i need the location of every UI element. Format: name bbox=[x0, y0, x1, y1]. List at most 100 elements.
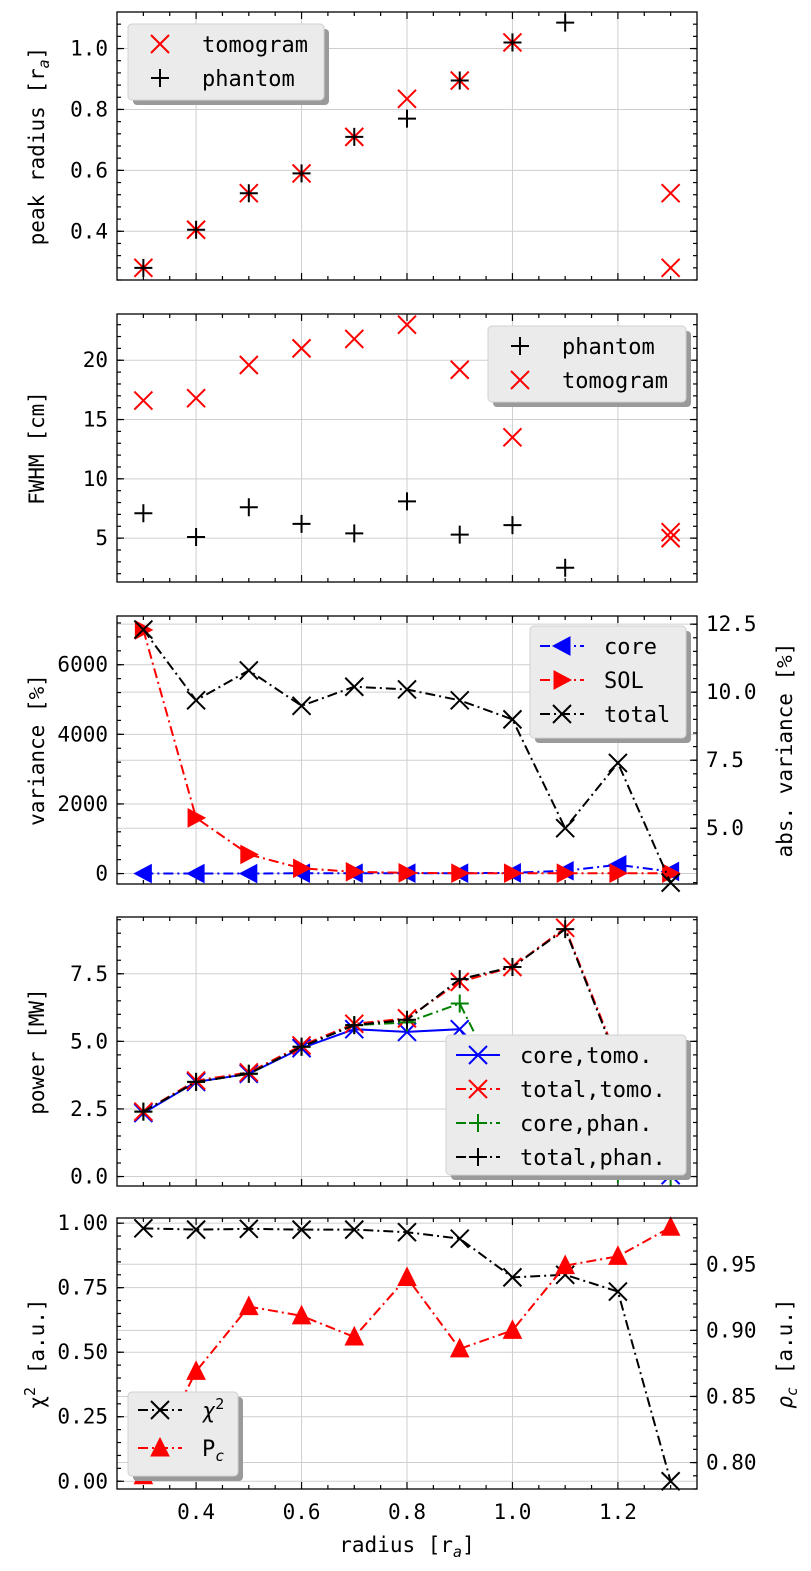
legend-label: tomogram bbox=[562, 369, 668, 394]
legend-item: total bbox=[540, 703, 670, 728]
data-point bbox=[133, 390, 154, 411]
data-point bbox=[556, 920, 575, 939]
legend-label: total bbox=[604, 703, 670, 728]
y-tick-label: 0.00 bbox=[57, 1469, 108, 1493]
data-point bbox=[239, 1064, 258, 1083]
data-point bbox=[239, 498, 258, 517]
data-point bbox=[238, 863, 258, 884]
legend-marker bbox=[468, 1079, 488, 1099]
data-point bbox=[502, 709, 523, 730]
y-tick-label: 10 bbox=[83, 467, 108, 491]
data-point bbox=[291, 1219, 312, 1240]
panel-variance: 0 2000 4000 6000 5.0 7.5 10.0 12.5 variance [%] a… bbox=[25, 612, 797, 893]
data-point bbox=[239, 1219, 259, 1239]
legend: core,tomo. total,tomo. core,phan. total,pha… bbox=[445, 1034, 691, 1180]
x-tick-label: 0.6 bbox=[283, 1500, 321, 1524]
data-point bbox=[397, 89, 417, 109]
y-tick-label: 7.5 bbox=[70, 962, 108, 986]
legend-label: core,tomo. bbox=[520, 1044, 652, 1069]
data-point bbox=[240, 844, 259, 865]
x-tick-label: 1.0 bbox=[493, 1500, 531, 1524]
axes-frame bbox=[116, 313, 698, 583]
data-point bbox=[345, 524, 364, 543]
data-point bbox=[291, 696, 312, 716]
legend-label: phantom bbox=[562, 335, 655, 360]
x-tick-label: 0.4 bbox=[177, 1500, 215, 1524]
legend: phantom tomogram bbox=[487, 325, 691, 407]
legend-item: core bbox=[540, 635, 657, 660]
y-tick-label: 2000 bbox=[57, 792, 108, 816]
data-point bbox=[134, 1102, 153, 1121]
legend: χ2 Pc bbox=[127, 1391, 243, 1481]
legend-marker bbox=[469, 1148, 487, 1166]
legend-marker bbox=[468, 1045, 488, 1065]
data-point bbox=[660, 522, 681, 542]
data-point bbox=[397, 314, 417, 335]
data-point bbox=[239, 1295, 259, 1316]
axes-frame bbox=[116, 1217, 698, 1490]
legend-marker bbox=[552, 704, 572, 724]
y-tick-label: 0 bbox=[95, 862, 108, 886]
data-point bbox=[345, 127, 364, 146]
legend-marker bbox=[150, 1400, 170, 1420]
data-point bbox=[344, 1325, 365, 1346]
ticks bbox=[117, 1218, 697, 1490]
legend-marker bbox=[151, 69, 169, 87]
y-tick-label: 4000 bbox=[57, 722, 108, 746]
data-point bbox=[187, 220, 206, 239]
legend-item: core,phan. bbox=[456, 1112, 652, 1137]
y-tick-label: 0.25 bbox=[57, 1405, 108, 1429]
data-point bbox=[345, 1016, 364, 1035]
data-point bbox=[133, 619, 154, 640]
y-tick-label: 2.5 bbox=[70, 1097, 108, 1121]
data-point bbox=[608, 753, 628, 773]
legend-marker bbox=[510, 370, 530, 390]
y-tick-label: 0.75 bbox=[57, 1276, 108, 1300]
panel-chi: 0.00 0.25 0.50 0.75 1.00 0.80 0.85 0.90 0.95 χ2 [… bbox=[21, 1211, 801, 1561]
data-point bbox=[292, 1037, 311, 1056]
legend-label: core,phan. bbox=[520, 1112, 652, 1137]
data-point bbox=[503, 863, 523, 884]
series-tomogram bbox=[133, 314, 681, 548]
y-tick-label: 5.0 bbox=[70, 1029, 108, 1053]
legend-item: total,tomo. bbox=[456, 1078, 666, 1103]
data-point bbox=[291, 338, 312, 359]
data-point bbox=[398, 1010, 416, 1029]
data-point bbox=[398, 109, 416, 128]
legend-box bbox=[127, 23, 325, 101]
legend-label: Pc bbox=[202, 1437, 224, 1465]
data-point bbox=[344, 329, 364, 349]
y-right-tick-label: 12.5 bbox=[706, 612, 757, 636]
y-tick-label: 0.0 bbox=[70, 1165, 108, 1189]
data-point bbox=[292, 514, 311, 533]
legend-box bbox=[445, 1034, 687, 1176]
data-point bbox=[503, 516, 522, 535]
legend-item: tomogram bbox=[150, 33, 308, 58]
data-point bbox=[291, 1304, 312, 1325]
legend-label: SOL bbox=[604, 669, 644, 694]
data-point bbox=[345, 861, 365, 882]
data-point bbox=[134, 504, 153, 523]
data-point bbox=[450, 994, 469, 1013]
y-axis-label: power [MW] bbox=[25, 988, 49, 1114]
data-point bbox=[239, 660, 259, 681]
legend-item: phantom bbox=[511, 335, 655, 360]
data-point bbox=[502, 1267, 523, 1288]
data-point bbox=[293, 858, 312, 879]
y-right-tick-label: 0.95 bbox=[706, 1252, 757, 1276]
data-point bbox=[660, 258, 681, 278]
y-tick-label: 1.00 bbox=[57, 1211, 108, 1235]
y-right-tick-label: 7.5 bbox=[706, 748, 744, 772]
data-point bbox=[133, 1218, 154, 1239]
axes-frame bbox=[116, 916, 698, 1187]
data-point bbox=[397, 679, 417, 700]
axes-frame bbox=[116, 615, 698, 885]
y-tick-label: 6000 bbox=[57, 653, 108, 677]
data-point bbox=[344, 677, 364, 697]
data-point bbox=[239, 355, 259, 375]
y-right-axis-label: ρc [a.u.] bbox=[773, 1298, 801, 1408]
y-right-axis-label: abs. variance [%] bbox=[773, 643, 797, 858]
ticks bbox=[117, 917, 697, 1186]
panel-power: 0.0 2.5 5.0 7.5 power [MW] core,tomo. total,to… bbox=[25, 916, 698, 1189]
